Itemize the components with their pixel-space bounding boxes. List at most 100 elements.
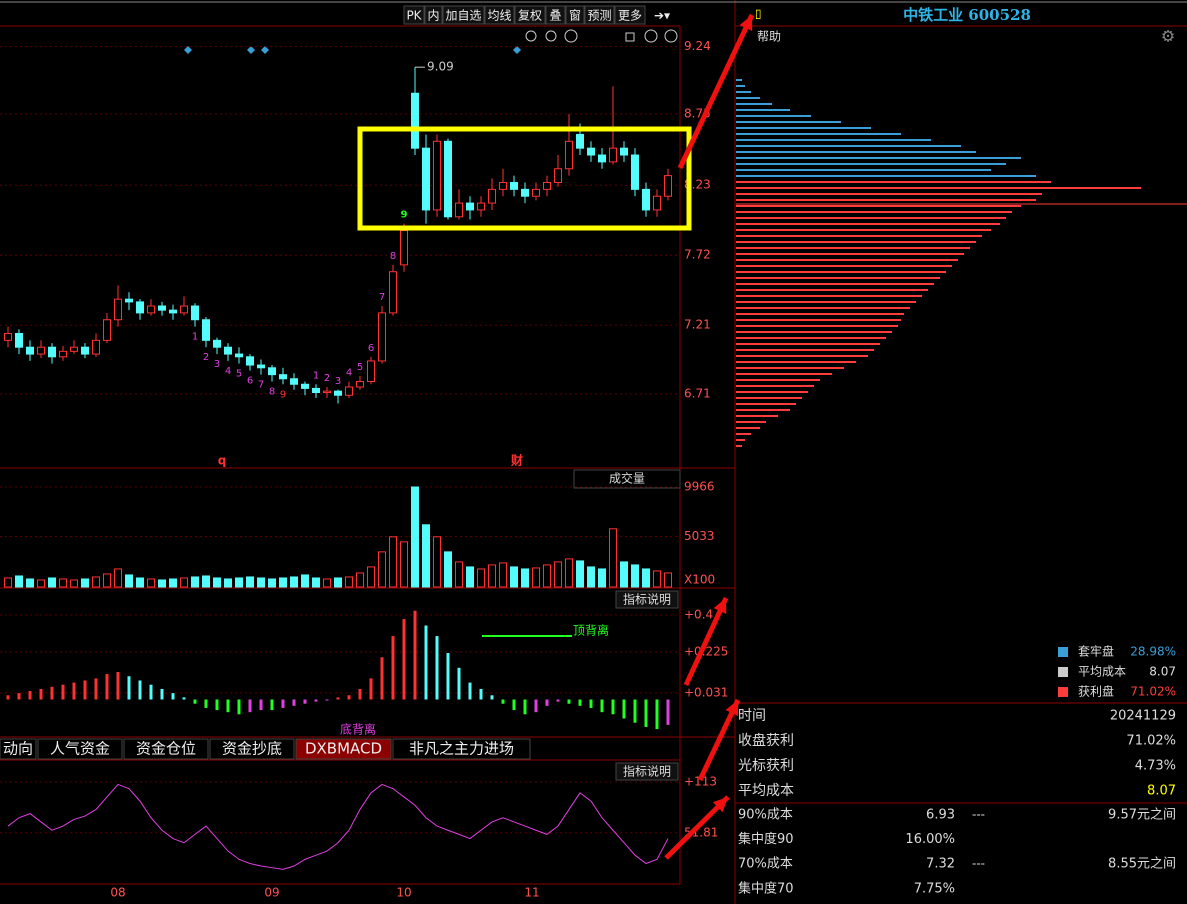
cost-value: 7.32: [926, 857, 955, 872]
volume-bar: [26, 578, 34, 588]
candle-body: [378, 312, 386, 362]
candle-body: [323, 390, 331, 394]
toolbar-button-bg[interactable]: [584, 5, 615, 25]
candle-body: [158, 305, 166, 311]
volume-bar: [455, 561, 463, 588]
y-tick-label: +0.4: [684, 607, 713, 621]
indicator-button-label[interactable]: 指标说明: [623, 592, 671, 607]
tab-label[interactable]: 动向: [3, 740, 33, 758]
help[interactable]: 帮助: [757, 30, 781, 44]
y-tick-label: 9.24: [684, 39, 711, 53]
tab[interactable]: [0, 738, 37, 760]
toolbar-button[interactable]: 预测: [587, 9, 611, 23]
tab[interactable]: [392, 738, 531, 760]
toolbar-button[interactable]: 内: [427, 9, 439, 23]
candle-body: [191, 305, 199, 321]
tab-label[interactable]: 非凡之主力进场: [409, 740, 514, 758]
y-tick-label: +113: [684, 774, 717, 788]
toolbar-button[interactable]: 窗: [569, 9, 581, 23]
cost-value: 6.93: [926, 808, 955, 823]
volume-bar: [213, 577, 221, 588]
tab[interactable]: [295, 738, 392, 760]
top-divergence: 顶背离: [573, 623, 609, 638]
volume-bar: [125, 574, 133, 588]
candle-body: [125, 298, 133, 303]
cost-value: 16.00%: [905, 832, 955, 847]
chart-tools[interactable]: [525, 29, 678, 43]
toolbar-button-bg[interactable]: [484, 5, 515, 25]
tab[interactable]: [123, 738, 209, 760]
candle-body: [521, 188, 529, 197]
settings[interactable]: ⚙: [1161, 27, 1175, 46]
toolbar-button[interactable]: 均线: [487, 9, 511, 23]
candle-body: [114, 298, 122, 321]
toolbar-button-bg[interactable]: [545, 5, 566, 25]
toolbar-button[interactable]: 加自选: [445, 9, 481, 23]
indicator-button[interactable]: [615, 762, 679, 781]
volume-bar: [191, 576, 199, 588]
candle-body: [92, 339, 100, 355]
legend-name: 平均成本: [1078, 665, 1126, 679]
volume-bar: [301, 574, 309, 588]
toolbar-button-bg[interactable]: [403, 5, 425, 25]
indicator-button[interactable]: [615, 590, 679, 609]
tab[interactable]: [37, 738, 123, 760]
volume-selector[interactable]: [573, 469, 681, 489]
annotation-arrow: [697, 698, 741, 782]
toolbar-button[interactable]: 更多: [618, 9, 642, 23]
toolbar-button-bg[interactable]: [614, 5, 646, 25]
toolbar-button[interactable]: 复权: [518, 9, 542, 23]
volume-title[interactable]: 成交量: [609, 471, 645, 486]
volume-bar: [444, 551, 452, 588]
toolbar-button-bg[interactable]: [514, 5, 546, 25]
stock-title: 中铁工业 600528: [903, 6, 1031, 24]
td-count: 5: [357, 362, 363, 373]
candle-body: [290, 378, 298, 385]
volume-bar: [59, 578, 67, 588]
tab-label[interactable]: DXBMACD: [305, 740, 382, 758]
candle-body: [411, 92, 419, 149]
candle-body: [312, 387, 320, 394]
tab[interactable]: [209, 738, 295, 760]
annotation-arrow: [677, 13, 755, 170]
volume-bar: [400, 541, 408, 588]
volume-bar: [466, 566, 474, 588]
candle-body: [224, 346, 232, 355]
toolbar-button-bg[interactable]: [565, 5, 585, 25]
indicator-button-label[interactable]: 指标说明: [623, 764, 671, 779]
tab-label[interactable]: 资金仓位: [136, 740, 196, 758]
toolbar-button[interactable]: PK: [406, 9, 422, 23]
tab-label[interactable]: 人气资金: [50, 740, 110, 758]
toolbar-button-bg[interactable]: [424, 5, 443, 25]
candle-body: [664, 175, 672, 197]
cost-label: 90%成本: [738, 808, 793, 823]
candle-body: [477, 202, 485, 211]
candle-body: [532, 188, 540, 197]
y-tick-label: 7.21: [684, 318, 711, 332]
td-count: 8: [390, 251, 396, 262]
toolbar-button[interactable]: 叠: [549, 9, 561, 23]
candle-body: [301, 383, 309, 389]
y-tick-label: 5033: [684, 529, 715, 543]
y-tick-label: 7.72: [684, 248, 711, 262]
toolbar-button-bg[interactable]: [442, 5, 485, 25]
volume-bar: [4, 577, 12, 588]
volume-bar: [598, 568, 606, 588]
volume-bar: [70, 579, 78, 588]
candle-body: [4, 332, 12, 341]
volume-bar: [323, 578, 331, 588]
candle-body: [455, 202, 463, 218]
volume-bar: [411, 486, 419, 588]
legend-value: 71.02%: [1130, 685, 1176, 699]
candle-body: [499, 181, 507, 190]
volume-bar: [224, 578, 232, 588]
volume-bar: [521, 568, 529, 588]
volume-bar: [180, 577, 188, 588]
cost-dash: ---: [972, 857, 985, 871]
tab-label[interactable]: 资金抄底: [222, 740, 282, 758]
candle-body: [257, 364, 265, 369]
candle-body: [279, 374, 287, 380]
volume-bar: [235, 577, 243, 588]
toolbar-more[interactable]: ➔▾: [654, 9, 670, 23]
volume-bar: [620, 561, 628, 588]
